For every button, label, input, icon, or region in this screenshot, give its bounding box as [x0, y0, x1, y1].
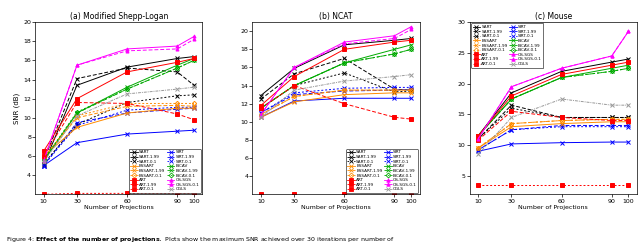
- Title: (c) Mouse: (c) Mouse: [534, 12, 572, 21]
- Y-axis label: SNR (dB): SNR (dB): [14, 92, 20, 124]
- Legend: SART, SART-1.99, SART-0.1, BSSART, BSSART-1.99, BSSART-0.1, ART, ART-1.99, ART-0: SART, SART-1.99, SART-0.1, BSSART, BSSAR…: [471, 23, 543, 68]
- Legend: SART, SART-1.99, SART-0.1, BSSART, BSSART-1.99, BSSART-0.1, ART, ART-1.99, ART-0: SART, SART-1.99, SART-0.1, BSSART, BSSAR…: [346, 149, 419, 193]
- X-axis label: Number of Projections: Number of Projections: [301, 205, 371, 210]
- X-axis label: Number of Projections: Number of Projections: [518, 205, 588, 210]
- Title: (b) NCAT: (b) NCAT: [319, 12, 353, 21]
- Text: Figure 4: $\bf{Effect\ of\ the\ number\ of\ projections.}$ Plots show the maximu: Figure 4: $\bf{Effect\ of\ the\ number\ …: [6, 234, 396, 244]
- Legend: SART, SART-1.99, SART-0.1, BSSART, BSSART-1.99, BSSART-0.1, ART, ART-1.99, ART-0: SART, SART-1.99, SART-0.1, BSSART, BSSAR…: [129, 149, 201, 193]
- X-axis label: Number of Projections: Number of Projections: [84, 205, 154, 210]
- Title: (a) Modified Shepp-Logan: (a) Modified Shepp-Logan: [70, 12, 168, 21]
